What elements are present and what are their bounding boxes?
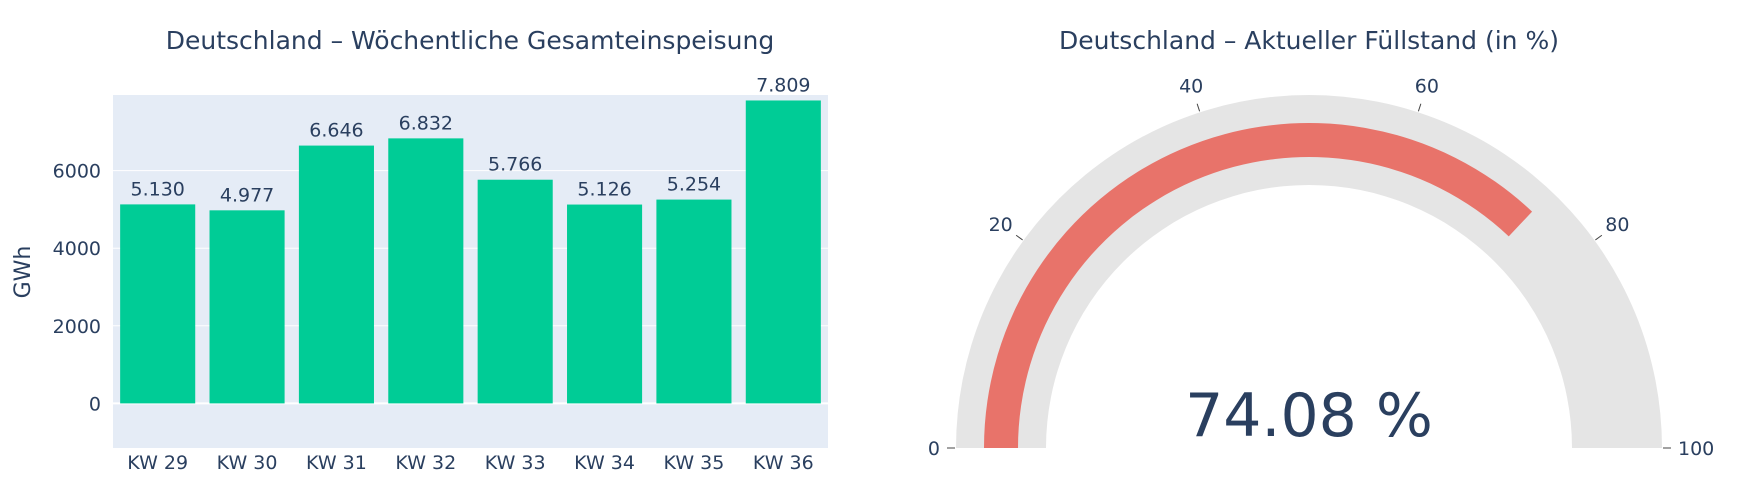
gauge-tick-label: 80: [1605, 214, 1629, 236]
gauge-tick-mark: [1015, 234, 1023, 241]
bar-x-tick-label: KW 36: [753, 452, 814, 474]
bar-data-label: 6.832: [399, 112, 453, 134]
bar: [477, 179, 553, 404]
gauge-tick-mark: [1595, 234, 1603, 241]
gauge-chart: Deutschland – Aktueller Füllstand (in %)…: [928, 26, 1714, 460]
gauge-tick-label: 60: [1415, 76, 1439, 98]
bar-data-label: 6.646: [309, 120, 363, 142]
bar-series: [120, 100, 821, 404]
bar-x-tick-label: KW 30: [217, 452, 278, 474]
bar: [209, 210, 285, 404]
bar-y-tick-label: 0: [89, 393, 101, 415]
bar: [745, 100, 821, 404]
bar-chart: Deutschland – Wöchentliche Gesamteinspei…: [11, 26, 828, 474]
bar-x-tick-label: KW 34: [574, 452, 635, 474]
gauge-title: Deutschland – Aktueller Füllstand (in %): [1059, 26, 1559, 55]
gauge-value-text: 74.08 %: [1185, 381, 1433, 451]
bar-x-tick-label: KW 35: [664, 452, 725, 474]
bar-y-tick-label: 6000: [53, 161, 101, 183]
gauge-tick-label: 20: [989, 214, 1013, 236]
gauge-tick-mark: [1417, 103, 1422, 112]
bar-data-label: 7.809: [756, 74, 810, 96]
bar-chart-title: Deutschland – Wöchentliche Gesamteinspei…: [166, 26, 774, 55]
bar-y-tick-label: 2000: [53, 316, 101, 338]
gauge-tick-label: 40: [1179, 76, 1203, 98]
bar-y-axis-label: GWh: [11, 246, 36, 299]
bar: [120, 204, 196, 404]
bar-x-axis: KW 29 KW 30 KW 31 KW 32 KW 33 KW 34 KW 35 KW 36: [127, 452, 813, 474]
gauge-tick-label: 0: [928, 438, 940, 460]
bar-x-tick-label: KW 29: [127, 452, 188, 474]
bar-x-tick-label: KW 31: [306, 452, 367, 474]
bar-data-label: 4.977: [220, 184, 274, 206]
bar-x-tick-label: KW 32: [395, 452, 456, 474]
bar-data-label: 5.126: [577, 179, 631, 201]
bar-y-tick-label: 4000: [53, 238, 101, 260]
gauge-tick-mark: [1196, 103, 1201, 112]
gauge-tick-label: 100: [1678, 438, 1714, 460]
bar-data-label: 5.130: [130, 178, 184, 200]
bar-value-labels: 5.130 4.977 6.646 6.832 5.766 5.126 5.254 7.809: [130, 74, 810, 206]
bar-y-axis: 0 2000 4000 6000: [53, 161, 101, 416]
bar: [388, 138, 464, 404]
bar-x-tick-label: KW 33: [485, 452, 546, 474]
bar-data-label: 5.254: [667, 174, 721, 196]
bar: [567, 204, 643, 404]
bar-data-label: 5.766: [488, 154, 542, 176]
bar: [298, 145, 374, 404]
bar: [656, 199, 732, 404]
gauge-ticks: 0 20 40 60 80 100: [928, 76, 1714, 460]
gauge-value-bar: [984, 123, 1533, 449]
